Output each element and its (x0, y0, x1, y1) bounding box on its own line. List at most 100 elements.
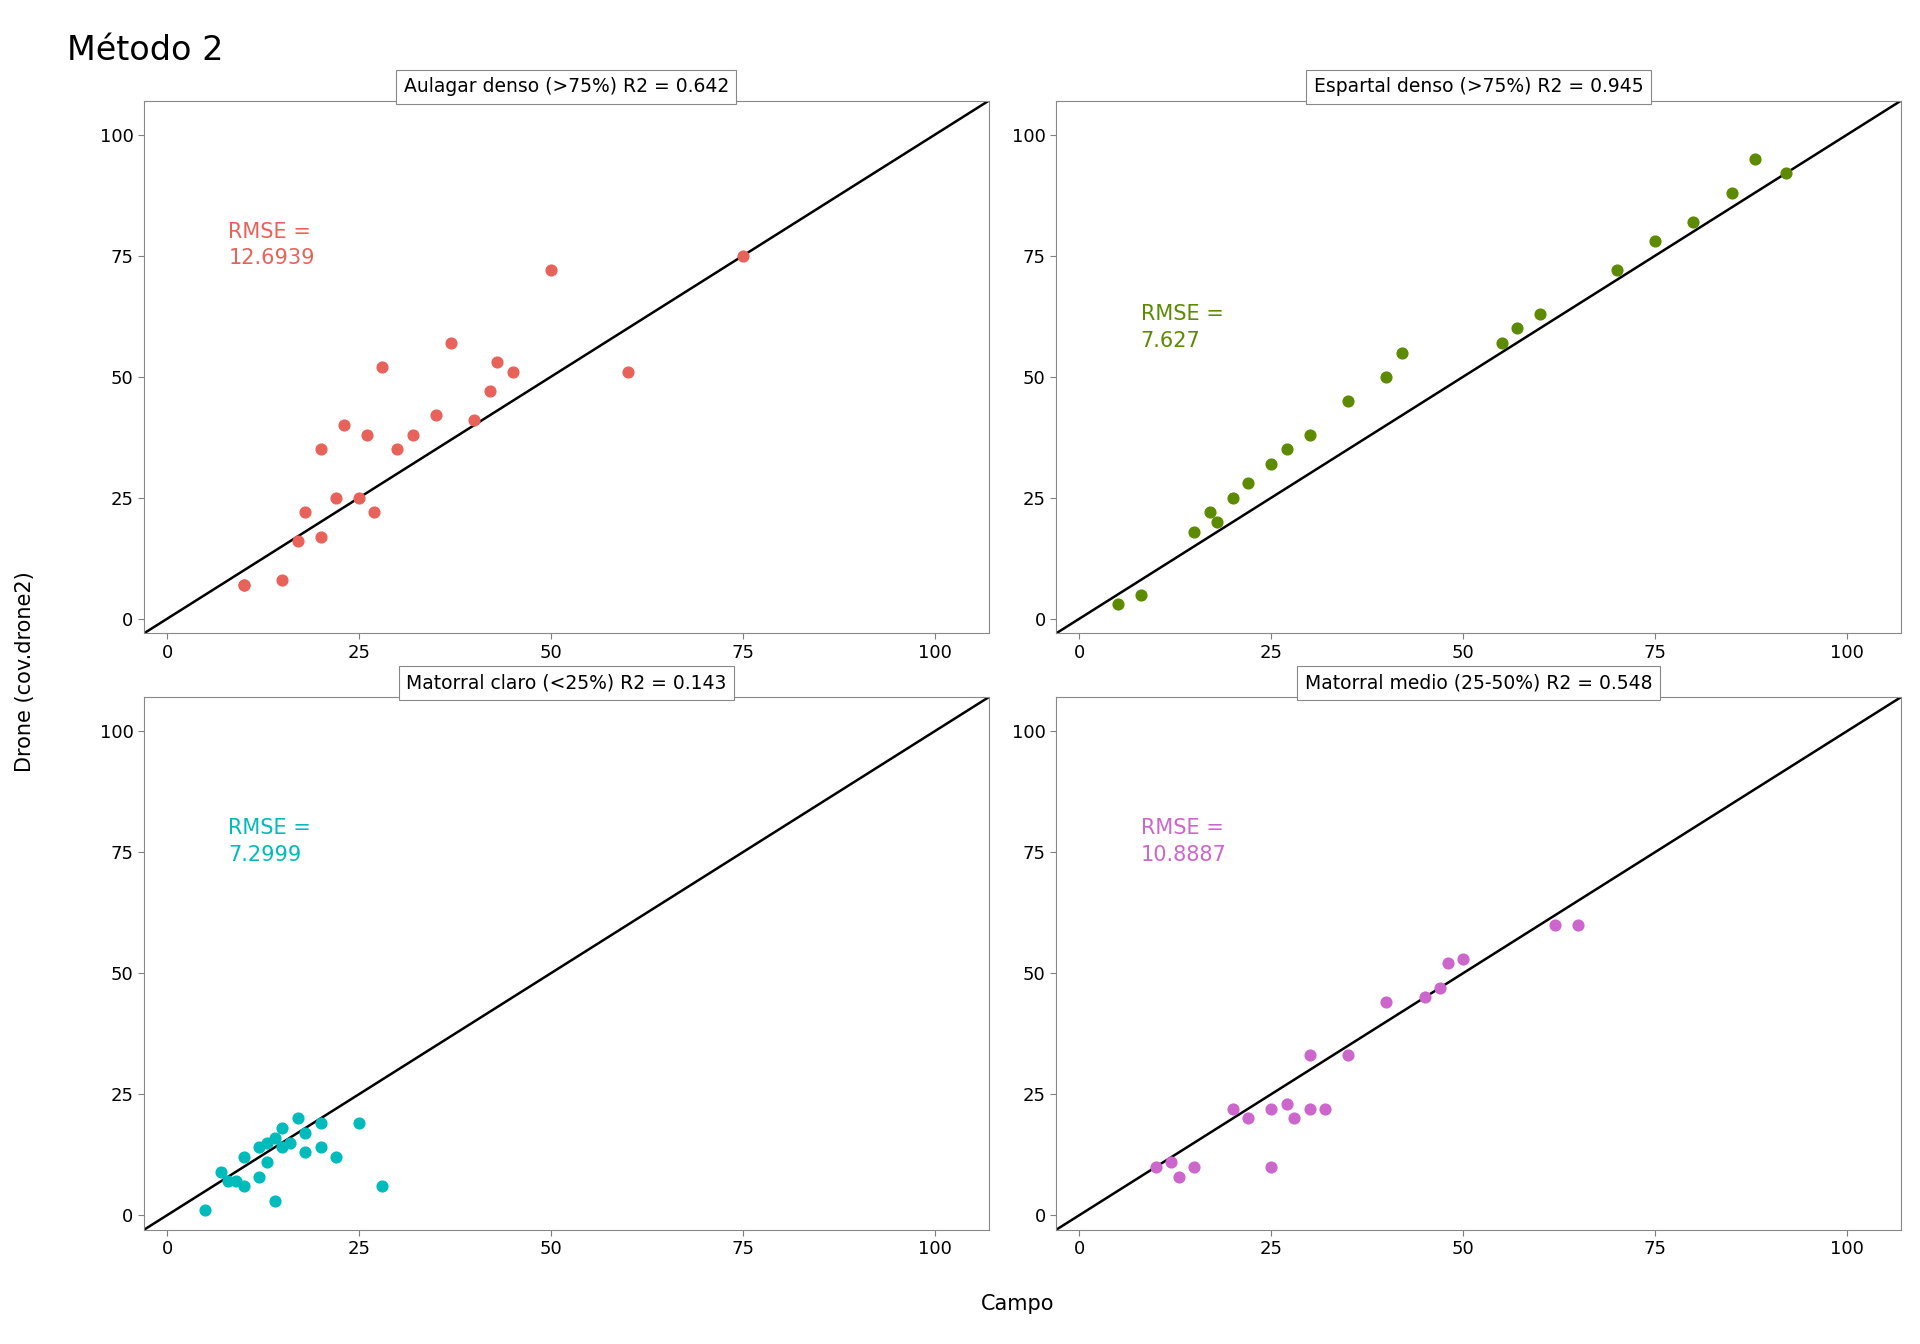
Point (459, 410, 490, 431)
Point (290, 1122, 321, 1144)
Title: Espartal denso (>75%) R2 = 0.945: Espartal denso (>75%) R2 = 0.945 (1313, 78, 1644, 97)
Point (1179, 1156, 1210, 1177)
Point (1678, 211, 1709, 233)
Point (1256, 1156, 1286, 1177)
Point (1486, 332, 1517, 353)
Point (228, 574, 259, 595)
Point (1256, 1098, 1286, 1120)
Point (305, 526, 336, 547)
Point (1256, 453, 1286, 474)
Point (1448, 948, 1478, 969)
Point (252, 1132, 282, 1153)
Point (1271, 438, 1302, 460)
Point (1332, 390, 1363, 411)
Text: Drone (cov.drone2): Drone (cov.drone2) (15, 571, 35, 773)
Point (305, 1113, 336, 1134)
Point (397, 425, 428, 446)
Point (612, 362, 643, 383)
Point (1294, 1098, 1325, 1120)
Point (1202, 511, 1233, 532)
Point (536, 259, 566, 281)
Point (367, 356, 397, 378)
Point (1425, 977, 1455, 999)
Title: Matorral claro (<25%) R2 = 0.143: Matorral claro (<25%) R2 = 0.143 (407, 673, 726, 694)
Point (259, 1128, 290, 1149)
Point (252, 1152, 282, 1173)
Point (1179, 521, 1210, 543)
Point (344, 487, 374, 508)
Point (1156, 1152, 1187, 1173)
Point (190, 1200, 221, 1222)
Point (420, 405, 451, 426)
Point (328, 414, 359, 435)
Point (205, 1161, 236, 1183)
Text: RMSE =
10.8887: RMSE = 10.8887 (1140, 818, 1227, 864)
Point (1309, 1098, 1340, 1120)
Point (228, 1146, 259, 1168)
Text: Campo: Campo (981, 1294, 1054, 1314)
Point (1294, 425, 1325, 446)
Point (267, 1137, 298, 1159)
Point (290, 1141, 321, 1163)
Point (282, 1107, 313, 1129)
Point (436, 332, 467, 353)
Point (1279, 1107, 1309, 1129)
Point (1740, 148, 1770, 169)
Point (1540, 914, 1571, 935)
Point (382, 438, 413, 460)
Point (1371, 992, 1402, 1013)
Point (244, 1165, 275, 1187)
Point (321, 1146, 351, 1168)
Point (228, 1176, 259, 1198)
Point (1716, 181, 1747, 203)
Point (282, 531, 313, 552)
Point (351, 425, 382, 446)
Point (1125, 583, 1156, 605)
Point (1217, 487, 1248, 508)
Point (1563, 914, 1594, 935)
Point (359, 501, 390, 523)
Text: RMSE =
12.6939: RMSE = 12.6939 (228, 222, 315, 269)
Point (213, 1171, 244, 1192)
Text: Método 2: Método 2 (67, 34, 225, 67)
Point (228, 574, 259, 595)
Text: RMSE =
7.2999: RMSE = 7.2999 (228, 818, 311, 864)
Point (482, 352, 513, 374)
Point (221, 1171, 252, 1192)
Point (1332, 1044, 1363, 1066)
Point (1386, 341, 1417, 363)
Point (305, 1137, 336, 1159)
Point (1601, 259, 1632, 281)
Title: Matorral medio (25-50%) R2 = 0.548: Matorral medio (25-50%) R2 = 0.548 (1306, 673, 1653, 694)
Point (367, 1176, 397, 1198)
Point (1194, 501, 1225, 523)
Point (267, 570, 298, 591)
Point (1524, 302, 1555, 324)
Point (1164, 1165, 1194, 1187)
Point (728, 245, 758, 266)
Point (1271, 1093, 1302, 1114)
Point (267, 1117, 298, 1138)
Point (474, 380, 505, 402)
Point (290, 501, 321, 523)
Point (321, 487, 351, 508)
Point (344, 1113, 374, 1134)
Title: Aulagar denso (>75%) R2 = 0.642: Aulagar denso (>75%) R2 = 0.642 (403, 78, 730, 97)
Point (497, 362, 528, 383)
Point (1140, 1156, 1171, 1177)
Point (275, 1132, 305, 1153)
Point (1770, 163, 1801, 184)
Point (1432, 953, 1463, 974)
Point (1371, 366, 1402, 387)
Point (1233, 1107, 1263, 1129)
Text: RMSE =
7.627: RMSE = 7.627 (1140, 304, 1223, 351)
Point (1501, 317, 1532, 339)
Point (259, 1189, 290, 1211)
Point (1409, 986, 1440, 1008)
Point (1217, 1098, 1248, 1120)
Point (1102, 594, 1133, 616)
Point (305, 438, 336, 460)
Point (244, 1137, 275, 1159)
Point (1640, 230, 1670, 251)
Point (1294, 1044, 1325, 1066)
